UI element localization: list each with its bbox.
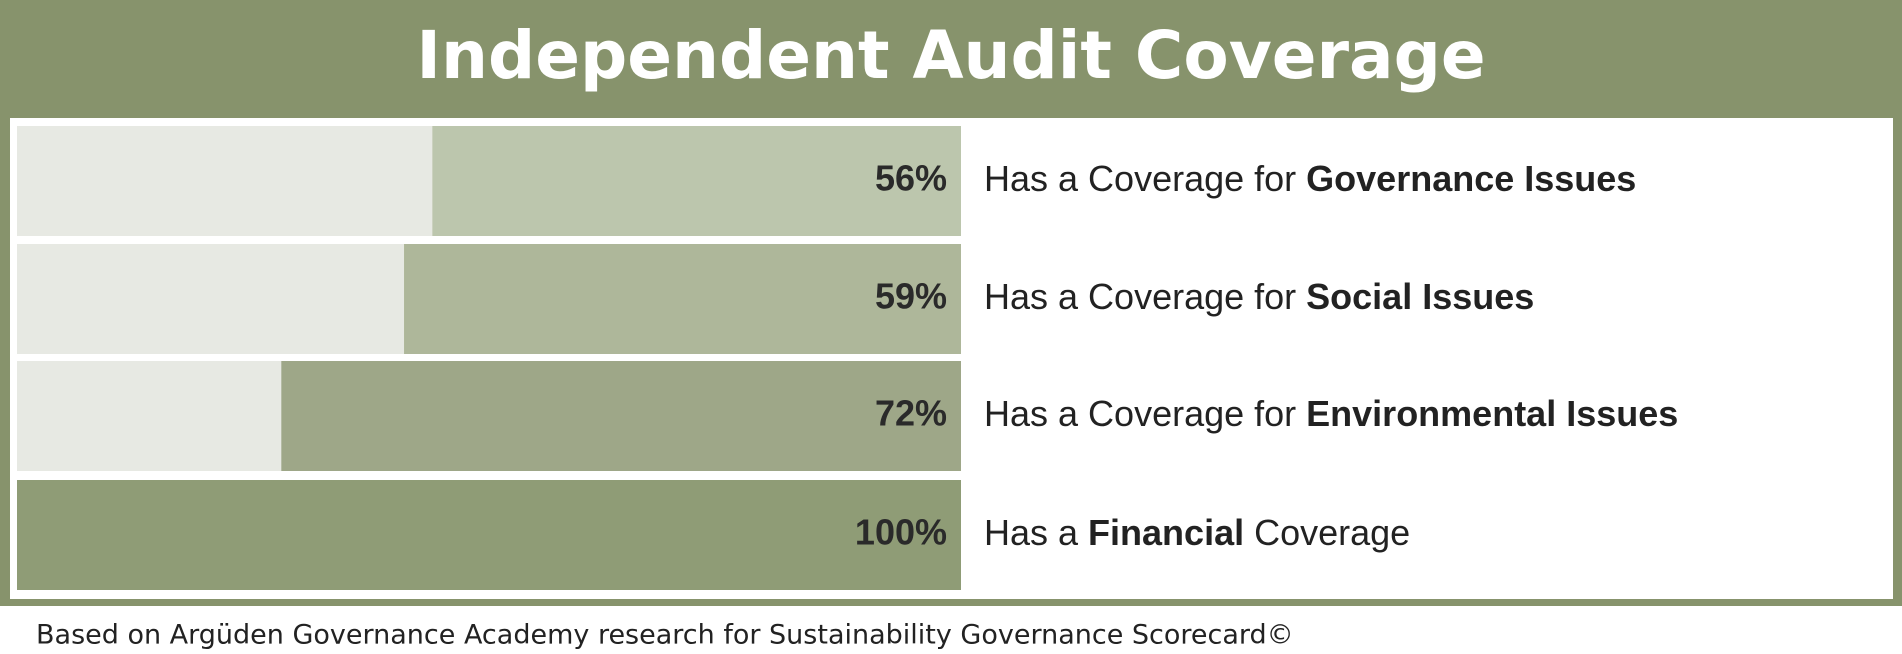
label-part: Coverage: [1244, 512, 1410, 553]
bar: [404, 244, 961, 354]
bar: [17, 480, 961, 590]
bar: [281, 361, 961, 471]
label-part: Has a Coverage for: [984, 158, 1306, 199]
label-part: Environmental Issues: [1306, 393, 1678, 434]
label-part: Governance Issues: [1306, 158, 1636, 199]
label-part: Financial: [1088, 512, 1244, 553]
bar: [432, 126, 961, 236]
category-label: Has a Coverage for Governance Issues: [984, 158, 1636, 199]
source-note: Based on Argüden Governance Academy rese…: [36, 620, 1294, 651]
value-label: 72%: [875, 393, 947, 434]
category-label: Has a Coverage for Social Issues: [984, 276, 1534, 317]
value-label: 100%: [855, 512, 947, 553]
label-part: Has a Coverage for: [984, 276, 1306, 317]
value-label: 59%: [875, 276, 947, 317]
chart-title: Independent Audit Coverage: [416, 17, 1485, 94]
label-part: Has a Coverage for: [984, 393, 1306, 434]
label-part: Social Issues: [1306, 276, 1534, 317]
value-label: 56%: [875, 158, 947, 199]
category-label: Has a Coverage for Environmental Issues: [984, 393, 1678, 434]
label-part: Has a: [984, 512, 1088, 553]
category-label: Has a Financial Coverage: [984, 512, 1410, 553]
